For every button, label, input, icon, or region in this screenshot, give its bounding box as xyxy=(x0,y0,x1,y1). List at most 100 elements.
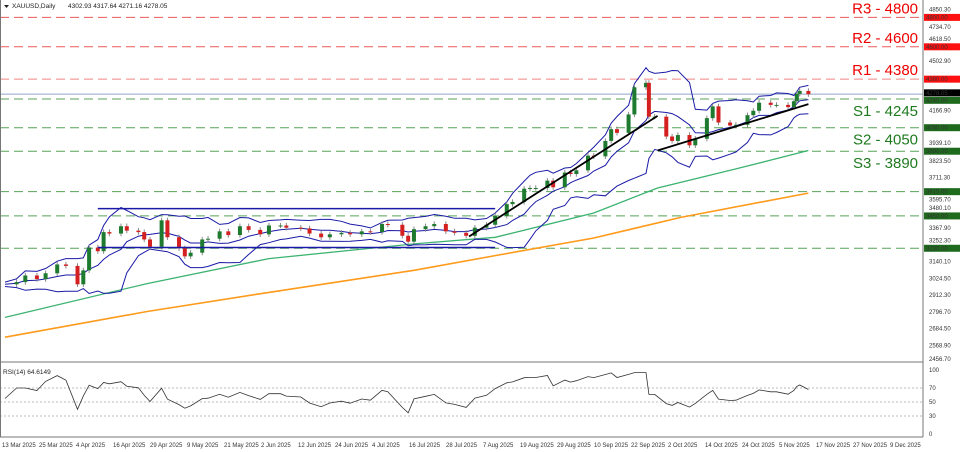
candle-body xyxy=(728,122,733,126)
x-tick-label: 24 Jun 2025 xyxy=(335,443,369,449)
moving-averages xyxy=(4,149,809,338)
candle-body xyxy=(472,227,477,236)
candle-body xyxy=(319,233,324,238)
bb-lower xyxy=(4,113,809,295)
candle-body xyxy=(406,235,411,242)
candle-body xyxy=(400,224,405,236)
candle-body xyxy=(359,231,364,235)
y-tick-label: 2684.50 xyxy=(929,327,951,333)
x-tick-label: 19 Aug 2025 xyxy=(520,443,554,449)
level-tag-text: 4050.00 xyxy=(926,126,948,132)
candle-body xyxy=(278,225,283,227)
trend-lines xyxy=(97,103,809,249)
candle-body xyxy=(545,180,550,188)
level-tag xyxy=(924,244,960,252)
level-tag-text: 3450.00 xyxy=(926,214,948,220)
level-tag xyxy=(924,43,960,51)
candle-body xyxy=(551,180,556,188)
candle-body xyxy=(380,224,385,233)
candle-body xyxy=(452,231,457,233)
y-tick-label: 4734.70 xyxy=(929,25,951,31)
candle-body xyxy=(34,275,39,280)
trend-line xyxy=(657,103,809,152)
level-tag-text: 3890.00 xyxy=(926,149,948,155)
candle-body xyxy=(443,224,448,232)
x-tick-label: 29 Aug 2025 xyxy=(557,443,591,449)
bollinger-bands xyxy=(4,66,809,295)
candle-body xyxy=(585,155,590,171)
candle-body xyxy=(510,201,515,205)
candle-body xyxy=(63,264,68,266)
rsi-line xyxy=(4,372,809,414)
y-tick-label: 2912.30 xyxy=(929,293,951,299)
rsi-label: RSI(14) 64.6149 xyxy=(3,369,51,376)
candle-body xyxy=(704,118,709,139)
candle-body xyxy=(307,228,312,234)
candle-body xyxy=(148,239,153,247)
level-labels: R3 - 4800 R2 - 4600 R1 - 4380 S1 - 4245 S2 -… xyxy=(852,0,960,252)
candle-body xyxy=(643,82,648,88)
rsi-tick-label: 30 xyxy=(929,414,936,420)
y-tick-label: 2796.70 xyxy=(929,310,951,316)
candle-body xyxy=(75,265,80,285)
y-tick-label: 3252.30 xyxy=(929,238,951,244)
level-tag-text: 4600.00 xyxy=(926,45,948,51)
candle-body xyxy=(751,110,756,116)
candle-body xyxy=(527,187,532,189)
x-tick-label: 16 Jul 2025 xyxy=(409,443,441,449)
candle-body xyxy=(101,232,106,252)
bb-middle xyxy=(4,99,809,285)
x-tick-label: 10 Sep 2025 xyxy=(594,443,629,449)
rsi-tick-label: 50 xyxy=(929,400,936,406)
x-tick-label: 16 Apr 2025 xyxy=(113,443,146,449)
y-tick-label: 4166.90 xyxy=(929,109,951,115)
candle-body xyxy=(119,226,124,234)
candle-body xyxy=(124,226,129,231)
level-label: S2 - 4050 xyxy=(853,132,918,149)
y-tick-label: 4618.50 xyxy=(929,37,951,43)
candle-body xyxy=(562,172,567,188)
candle-body xyxy=(159,220,164,247)
level-label: R3 - 4800 xyxy=(852,0,918,17)
level-tag xyxy=(924,147,960,155)
candle-body xyxy=(632,87,637,115)
x-tick-label: 4 Jul 2025 xyxy=(372,443,400,449)
level-tag-text: 3615.00 xyxy=(926,190,948,196)
x-tick-label: 28 Jul 2025 xyxy=(446,443,478,449)
candle-body xyxy=(226,231,231,236)
level-lines xyxy=(0,16,923,249)
y-tick-label: 3367.90 xyxy=(929,226,951,232)
y-tick-label: 4850.30 xyxy=(929,7,951,13)
candle-body xyxy=(774,104,779,106)
candle-body xyxy=(206,238,211,240)
candle-body xyxy=(182,248,187,257)
x-tick-label: 14 Oct 2025 xyxy=(705,443,738,449)
level-tag-text: 3230.00 xyxy=(926,246,948,252)
y-tick-label: 3711.30 xyxy=(929,176,951,182)
x-tick-label: 27 Nov 2025 xyxy=(853,443,888,449)
candle-body xyxy=(768,102,773,105)
candle-body xyxy=(664,116,669,137)
level-label: S3 - 3890 xyxy=(853,155,918,172)
candle-body xyxy=(142,232,147,240)
candle-body xyxy=(522,188,527,202)
level-tag xyxy=(924,188,960,196)
rsi-panel: 100 70 50 30 0 xyxy=(0,368,940,438)
trend-line xyxy=(468,115,659,238)
level-tag-text: 4245.00 xyxy=(926,98,948,104)
candle-body xyxy=(745,115,750,125)
candle-body xyxy=(246,226,251,230)
candle-body xyxy=(339,232,344,235)
candle-body xyxy=(136,230,141,233)
candle-body xyxy=(368,231,373,233)
level-tag-text: 4380.00 xyxy=(926,77,948,83)
candle-body xyxy=(284,225,289,228)
y-tick-label: 3140.10 xyxy=(929,260,951,266)
candle-body xyxy=(43,273,48,280)
candle-body xyxy=(217,231,222,239)
level-tag xyxy=(924,75,960,83)
x-tick-label: 4 Apr 2025 xyxy=(76,443,106,449)
y-tick-label: 3939.10 xyxy=(929,141,951,147)
candle-body xyxy=(95,247,100,252)
candle-body xyxy=(81,270,86,285)
